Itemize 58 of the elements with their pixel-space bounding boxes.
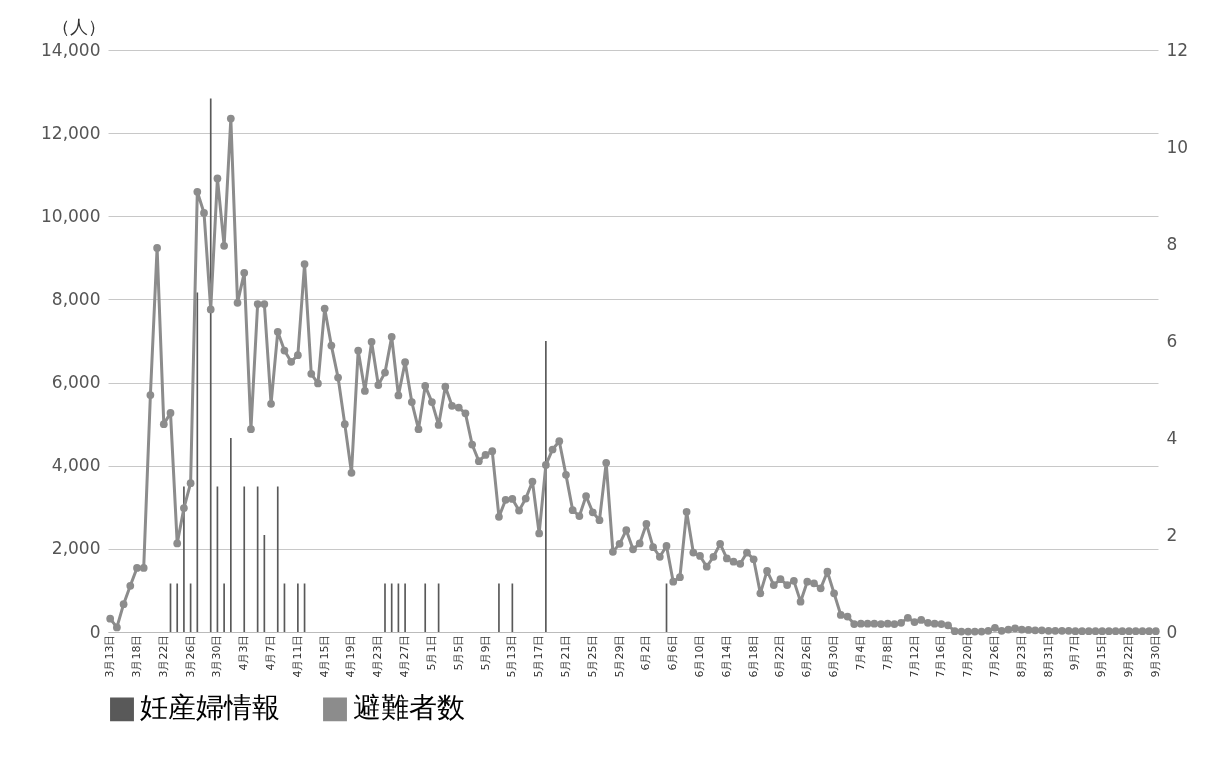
y-tick-label: 4,000 xyxy=(51,455,101,476)
legend-label: 妊産婦情報 xyxy=(140,691,280,725)
x-tick-label: 3月22日 xyxy=(156,634,170,678)
x-tick-label: 6月2日 xyxy=(639,634,653,671)
y-tick-label: 0 xyxy=(89,621,101,642)
y-tick-label: 6,000 xyxy=(51,372,101,393)
y2-tick-label: 10 xyxy=(1166,136,1189,157)
x-tick-label: 7月26日 xyxy=(987,634,1001,678)
x-tick-label: 5月21日 xyxy=(558,634,572,678)
legend-label: 避難者数 xyxy=(353,691,465,725)
x-tick-label: 6月10日 xyxy=(693,634,707,678)
x-tick-label: 4月7日 xyxy=(264,634,278,671)
x-tick-label: 4月3日 xyxy=(237,634,251,671)
x-tick-label: 9月22日 xyxy=(1122,634,1136,678)
x-tick-label: 7月16日 xyxy=(934,634,948,678)
x-tick-label: 7月4日 xyxy=(853,634,867,671)
x-tick-label: 3月13日 xyxy=(103,634,117,678)
y2-tick-label: 0 xyxy=(1166,621,1178,642)
x-tick-label: 5月5日 xyxy=(451,634,465,671)
x-tick-label: 7月8日 xyxy=(880,634,894,671)
x-tick-label: 3月18日 xyxy=(129,634,143,678)
x-tick-label: 9月7日 xyxy=(1068,634,1082,671)
x-tick-label: 5月17日 xyxy=(532,634,546,678)
x-tick-label: 6月18日 xyxy=(746,634,760,678)
x-tick-label: 8月31日 xyxy=(1041,634,1055,678)
x-tick-label: 4月19日 xyxy=(344,634,358,678)
x-tick-label: 9月30日 xyxy=(1148,634,1162,678)
y2-tick-label: 4 xyxy=(1166,427,1178,448)
x-tick-label: 3月30日 xyxy=(210,634,224,678)
x-tick-label: 3月26日 xyxy=(183,634,197,678)
x-tick-label: 6月6日 xyxy=(666,634,680,671)
x-tick-label: 7月12日 xyxy=(907,634,921,678)
y-tick-label: 12,000 xyxy=(41,122,101,143)
x-tick-label: 7月20日 xyxy=(961,634,975,678)
x-tick-label: 9月15日 xyxy=(1095,634,1109,678)
y-tick-label: 14,000 xyxy=(41,39,101,60)
y-tick-label: 10,000 xyxy=(41,205,101,226)
y2-tick-label: 6 xyxy=(1166,330,1178,351)
x-tick-label: 4月11日 xyxy=(290,634,304,678)
y-tick-label: 2,000 xyxy=(51,538,101,559)
x-tick-label: 6月14日 xyxy=(719,634,733,678)
x-tick-label: 5月13日 xyxy=(505,634,519,678)
x-tick-label: 4月27日 xyxy=(398,634,412,678)
y2-tick-label: 8 xyxy=(1166,233,1178,254)
x-tick-label: 4月23日 xyxy=(371,634,385,678)
x-tick-label: 4月15日 xyxy=(317,634,331,678)
x-tick-label: 5月29日 xyxy=(612,634,626,678)
x-tick-label: 5月1日 xyxy=(424,634,438,671)
y-axis-title: （人） xyxy=(51,15,106,37)
x-tick-label: 5月25日 xyxy=(585,634,599,678)
x-tick-label: 5月9日 xyxy=(478,634,492,671)
y2-tick-label: 12 xyxy=(1166,39,1189,60)
y-tick-label: 8,000 xyxy=(51,288,101,309)
x-tick-label: 8月23日 xyxy=(1014,634,1028,678)
y2-tick-label: 2 xyxy=(1166,524,1178,545)
x-tick-label: 6月26日 xyxy=(800,634,814,678)
x-tick-label: 6月30日 xyxy=(827,634,841,678)
x-tick-label: 6月22日 xyxy=(773,634,787,678)
